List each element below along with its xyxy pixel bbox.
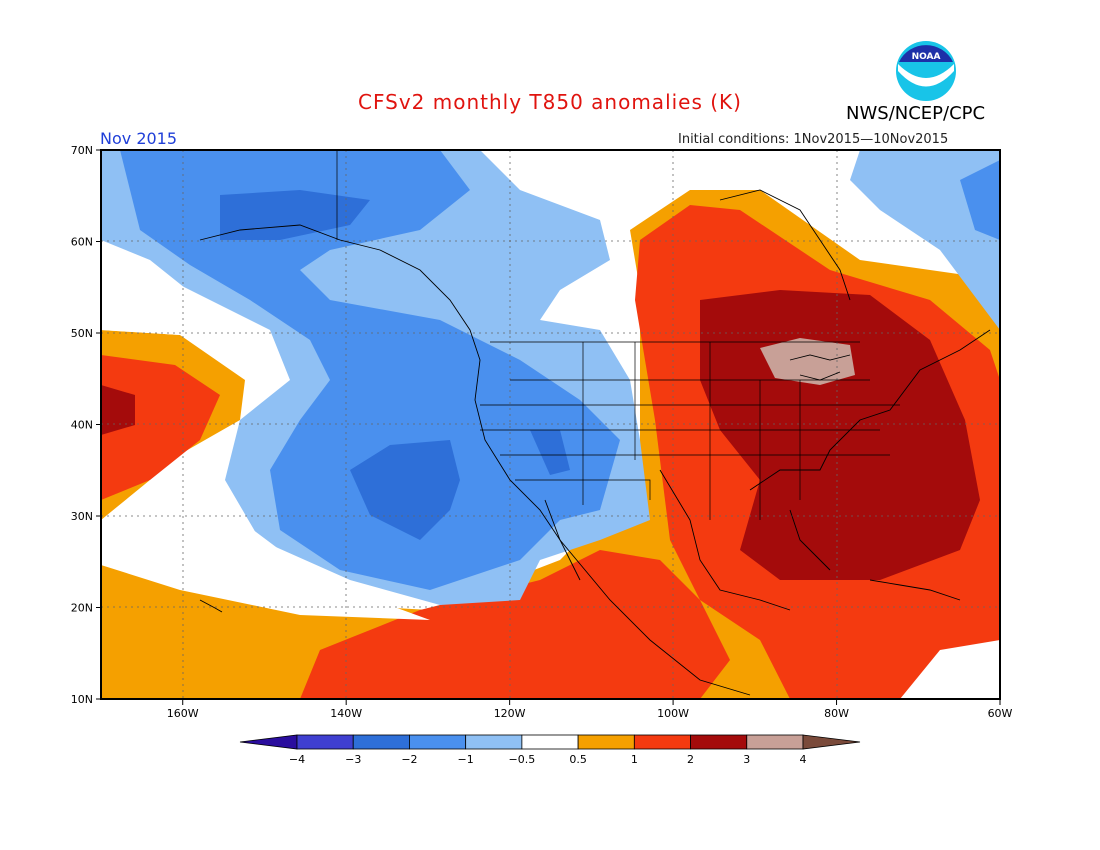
noaa-logo-icon: NOAA (896, 41, 956, 101)
colorbar-label: −3 (345, 753, 361, 766)
colorbar-swatch (296, 734, 354, 750)
lon-tick-label: 160W (167, 707, 199, 720)
colorbar-label: 3 (743, 753, 750, 766)
lon-tick-label: 60W (988, 707, 1013, 720)
lat-tick-label: 60N (71, 236, 93, 249)
colorbar-label: −4 (289, 753, 305, 766)
colorbar-label: 1 (631, 753, 638, 766)
colorbar-swatch (409, 734, 467, 750)
lat-tick-label: 70N (71, 144, 93, 157)
lat-tick-label: 30N (71, 510, 93, 523)
lon-tick-label: 100W (657, 707, 689, 720)
longitude-ticks: 160W 140W 120W 100W 80W 60W (167, 699, 1013, 720)
colorbar-label: −0.5 (509, 753, 536, 766)
colorbar-swatch (690, 734, 748, 750)
agency-label: NWS/NCEP/CPC (846, 103, 986, 124)
lon-tick-label: 140W (330, 707, 362, 720)
colorbar-swatch (577, 734, 635, 750)
lon-tick-label: 120W (494, 707, 526, 720)
coastlines (199, 189, 991, 696)
colorbar-label: 0.5 (569, 753, 587, 766)
colorbar-label: −2 (401, 753, 417, 766)
colorbar-swatch (465, 734, 523, 750)
colorbar: −4 −3 −2 −1 −0.5 0.5 1 2 3 4 (239, 734, 861, 766)
map-title: CFSv2 monthly T850 anomalies (K) (358, 90, 742, 114)
lat-tick-label: 40N (71, 419, 93, 432)
anomaly-field (101, 150, 1000, 699)
colorbar-min-arrow (239, 734, 298, 750)
colorbar-label: −1 (458, 753, 474, 766)
political-borders (336, 150, 900, 520)
noaa-logo-text: NOAA (912, 52, 941, 62)
forecast-month: Nov 2015 (100, 129, 178, 148)
initial-conditions: Initial conditions: 1Nov2015—10Nov2015 (678, 132, 949, 147)
lat-tick-label: 50N (71, 327, 93, 340)
lat-tick-label: 10N (71, 693, 93, 706)
colorbar-swatch (352, 734, 410, 750)
colorbar-swatch (521, 734, 579, 750)
colorbar-max-arrow (802, 734, 861, 750)
colorbar-swatch (746, 734, 804, 750)
lon-tick-label: 80W (824, 707, 849, 720)
lat-tick-label: 20N (71, 602, 93, 615)
colorbar-label: 2 (687, 753, 694, 766)
latitude-ticks: 70N 60N 50N 40N 30N 20N 10N (71, 144, 101, 706)
colorbar-label: 4 (800, 753, 807, 766)
colorbar-swatch (633, 734, 691, 750)
